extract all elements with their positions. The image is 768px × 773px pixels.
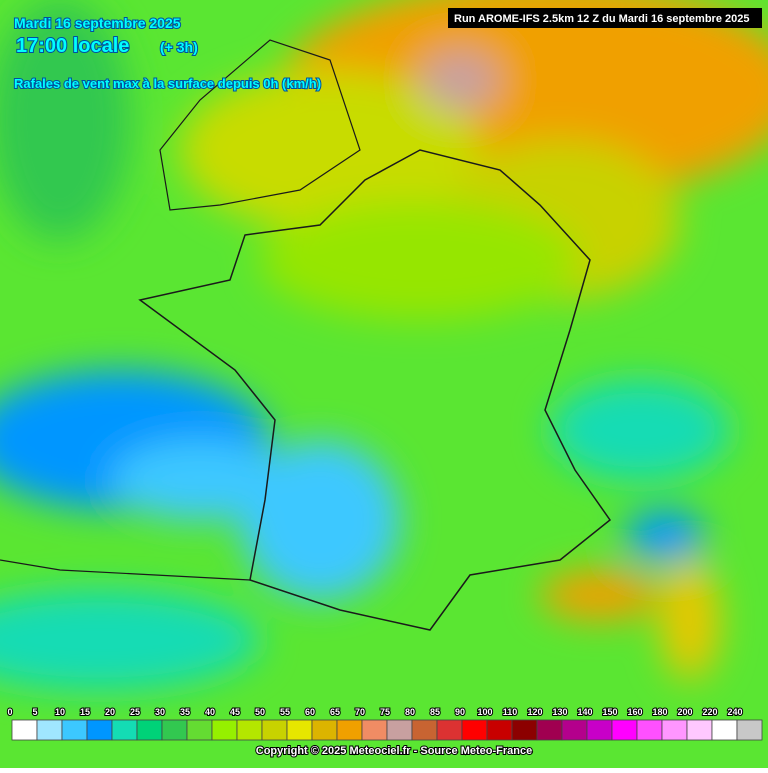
copyright: Copyright © 2025 Meteociel.fr - Source M…	[256, 745, 532, 757]
map-time: 17:00 locale	[16, 35, 129, 57]
legend-label: 75	[380, 707, 390, 717]
run-box	[448, 8, 762, 28]
legend-label: 100	[477, 707, 492, 717]
color-legend: 0 5 10 15 20 25 30 35 40 45 50 55 60 65 70 75 80 85 90 100 1…	[6, 706, 763, 741]
legend-swatch	[561, 719, 588, 741]
legend-swatch	[511, 719, 538, 741]
legend-label: 10	[55, 707, 65, 717]
legend-label: 15	[80, 707, 90, 717]
legend-swatch	[311, 719, 338, 741]
legend-label: 120	[527, 707, 542, 717]
legend-label: 150	[602, 707, 617, 717]
legend-label: 85	[430, 707, 440, 717]
legend-label: 50	[255, 707, 265, 717]
legend-swatch	[111, 719, 138, 741]
legend-swatch	[586, 719, 613, 741]
legend-swatch	[486, 719, 513, 741]
legend-swatch	[36, 719, 63, 741]
legend-swatch	[661, 719, 688, 741]
legend-swatch	[261, 719, 288, 741]
legend-label: 45	[230, 707, 240, 717]
legend-swatch	[161, 719, 188, 741]
legend-label: 0	[7, 707, 12, 717]
legend-swatch	[236, 719, 263, 741]
legend-label: 30	[155, 707, 165, 717]
spain-coast	[0, 559, 251, 581]
legend-label: 55	[280, 707, 290, 717]
legend-swatch	[461, 719, 488, 741]
run-label: Run AROME-IFS 2.5km 12 Z du Mardi 16 sep…	[454, 13, 749, 25]
legend-label: 80	[405, 707, 415, 717]
legend-label: 60	[305, 707, 315, 717]
legend-label: 240	[727, 707, 742, 717]
france-outline	[138, 149, 612, 631]
legend-swatch	[711, 719, 738, 741]
legend-label: 160	[627, 707, 642, 717]
legend-label: 40	[205, 707, 215, 717]
legend-label: 5	[32, 707, 37, 717]
map-subtitle: Rafales de vent max à la surface depuis …	[14, 76, 321, 91]
legend-swatch	[611, 719, 638, 741]
legend-swatch	[361, 719, 388, 741]
map-date: Mardi 16 septembre 2025	[14, 15, 181, 31]
legend-label: 220	[702, 707, 717, 717]
legend-label: 20	[105, 707, 115, 717]
legend-swatch	[136, 719, 163, 741]
legend-swatch	[536, 719, 563, 741]
legend-swatch	[336, 719, 363, 741]
legend-swatch	[736, 719, 763, 741]
map-lead: (+ 3h)	[160, 39, 198, 55]
legend-label: 200	[677, 707, 692, 717]
legend-swatch	[211, 719, 238, 741]
legend-swatch	[61, 719, 88, 741]
legend-label: 180	[652, 707, 667, 717]
legend-swatch	[11, 719, 38, 741]
legend-swatch	[186, 719, 213, 741]
uk-coast	[159, 39, 361, 211]
legend-label: 140	[577, 707, 592, 717]
legend-swatch	[386, 719, 413, 741]
legend-label: 110	[503, 707, 518, 717]
legend-label: 90	[455, 707, 465, 717]
legend-label: 65	[330, 707, 340, 717]
legend-swatch	[86, 719, 113, 741]
legend-swatch	[436, 719, 463, 741]
legend-label: 25	[130, 707, 140, 717]
legend-swatch	[286, 719, 313, 741]
legend-label: 130	[552, 707, 567, 717]
legend-swatch	[686, 719, 713, 741]
legend-label: 70	[355, 707, 365, 717]
legend-swatch	[411, 719, 438, 741]
legend-swatch	[636, 719, 663, 741]
legend-label: 35	[180, 707, 190, 717]
